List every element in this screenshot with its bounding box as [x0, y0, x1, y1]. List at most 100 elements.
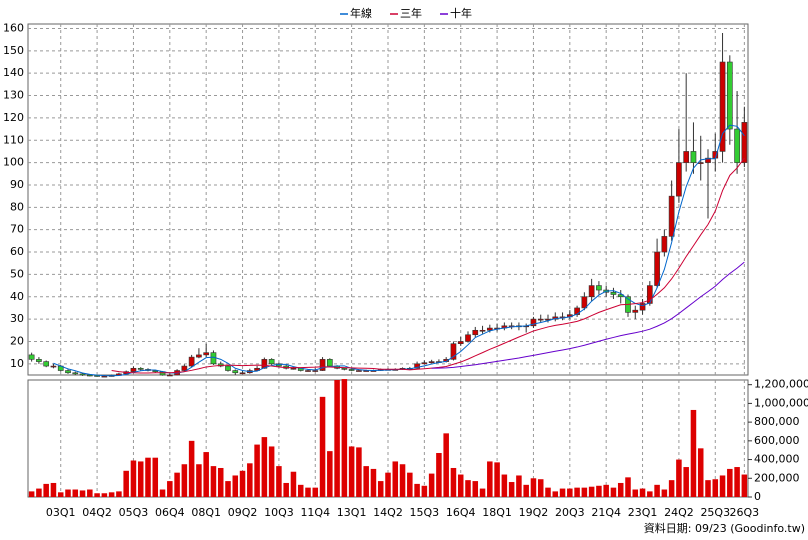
- candle-body: [726, 61, 733, 130]
- volume-bar: [130, 460, 137, 497]
- candle-body: [290, 367, 297, 370]
- volume-bar: [167, 481, 173, 497]
- volume-bar: [137, 461, 144, 497]
- volume-bar: [559, 488, 566, 497]
- candle-body: [152, 370, 159, 372]
- x-tick-label: 16Q4: [446, 506, 476, 519]
- x-tick-label: 15Q3: [410, 506, 440, 519]
- candle-body: [225, 365, 231, 371]
- volume-bar: [356, 447, 362, 497]
- volume-bar: [217, 467, 224, 497]
- candle-body: [101, 375, 108, 378]
- candle-body: [596, 285, 602, 291]
- candle-body: [428, 361, 435, 364]
- candle-body: [130, 367, 137, 372]
- volume-bar: [436, 453, 442, 497]
- candle-body: [166, 374, 173, 377]
- volume-bar: [377, 481, 384, 497]
- footnote: 資料日期: 09/23 (Goodinfo.tw): [644, 521, 805, 535]
- candle-body: [683, 151, 690, 163]
- y2-tick-label: 800,000: [754, 415, 800, 428]
- volume-bar: [341, 379, 348, 497]
- volume-bar: [268, 446, 275, 497]
- ma-line: [111, 157, 745, 374]
- volume-bar: [363, 466, 369, 497]
- y2-tick-label: 0: [754, 490, 761, 503]
- volume-bar: [443, 433, 449, 497]
- volume-bar: [683, 467, 689, 497]
- volume-bar: [516, 475, 522, 497]
- candle-body: [421, 362, 428, 365]
- volume-bar: [508, 482, 515, 497]
- y2-tick-label: 1,000,000: [754, 396, 808, 409]
- y-tick-label: 130: [3, 89, 24, 102]
- y-tick-label: 120: [3, 111, 24, 124]
- y-tick-label: 90: [10, 178, 24, 191]
- volume-bar: [501, 474, 508, 497]
- volume-bar: [108, 492, 115, 497]
- x-tick-label: 14Q2: [373, 506, 403, 519]
- volume-bar: [647, 491, 653, 497]
- candle-body: [36, 359, 42, 362]
- candle-body: [239, 372, 246, 375]
- volume-bar: [232, 475, 239, 497]
- x-tick-label: 24Q2: [664, 506, 694, 519]
- candle-body: [181, 365, 188, 371]
- x-tick-label: 25Q3: [700, 506, 730, 519]
- candle-body: [232, 370, 239, 374]
- volume-bar: [472, 481, 479, 497]
- candle-body: [668, 195, 675, 237]
- volume-bar: [65, 489, 71, 497]
- volume-bar: [523, 484, 529, 497]
- volume-bar: [676, 459, 682, 497]
- candle-body: [261, 359, 268, 369]
- volume-bar: [719, 475, 726, 497]
- volume-bar: [101, 493, 108, 497]
- x-tick-label: 09Q2: [228, 506, 258, 519]
- volume-bar: [414, 483, 420, 497]
- y-tick-label: 160: [3, 21, 24, 34]
- candle-body: [414, 363, 420, 369]
- volume-bar: [145, 457, 151, 497]
- volume-bar: [174, 472, 180, 497]
- candle-body: [65, 370, 71, 374]
- volume-bar: [385, 472, 391, 497]
- volume-bar: [727, 468, 733, 497]
- x-tick-label: 23Q1: [628, 506, 658, 519]
- x-tick-label: 21Q4: [591, 506, 621, 519]
- volume-bar: [697, 448, 704, 497]
- candle-body: [690, 151, 697, 163]
- candle-body: [348, 369, 355, 371]
- volume-bar: [596, 485, 602, 497]
- legend-label: 年線: [350, 6, 372, 20]
- volume-bar: [36, 488, 42, 497]
- volume-bar: [297, 484, 304, 497]
- volume-bar: [319, 396, 326, 497]
- volume-bar: [668, 480, 675, 497]
- candle-body: [326, 359, 333, 367]
- y-tick-label: 20: [10, 334, 24, 347]
- volume-bar: [552, 491, 559, 497]
- candle-body: [137, 367, 144, 370]
- y2-tick-label: 1,200,000: [754, 378, 808, 391]
- volume-bar: [479, 488, 486, 497]
- volume-bar: [407, 472, 413, 497]
- volume-bar: [581, 487, 588, 497]
- volume-bar: [261, 437, 268, 497]
- volume-bar: [610, 487, 617, 497]
- x-tick-label: 05Q3: [119, 506, 149, 519]
- candle-body: [465, 334, 471, 342]
- legend-label: 三年: [400, 6, 422, 20]
- candle-body: [203, 352, 210, 356]
- volume-bar: [203, 452, 209, 497]
- volume-bar: [283, 482, 289, 497]
- candle-body: [530, 318, 537, 327]
- candle-body: [734, 128, 740, 163]
- candle-body: [581, 296, 588, 309]
- volume-bar: [43, 483, 49, 497]
- volume-bar: [625, 477, 631, 497]
- volume-bar: [247, 463, 253, 497]
- candle-body: [72, 372, 79, 375]
- volume-bar: [196, 464, 202, 497]
